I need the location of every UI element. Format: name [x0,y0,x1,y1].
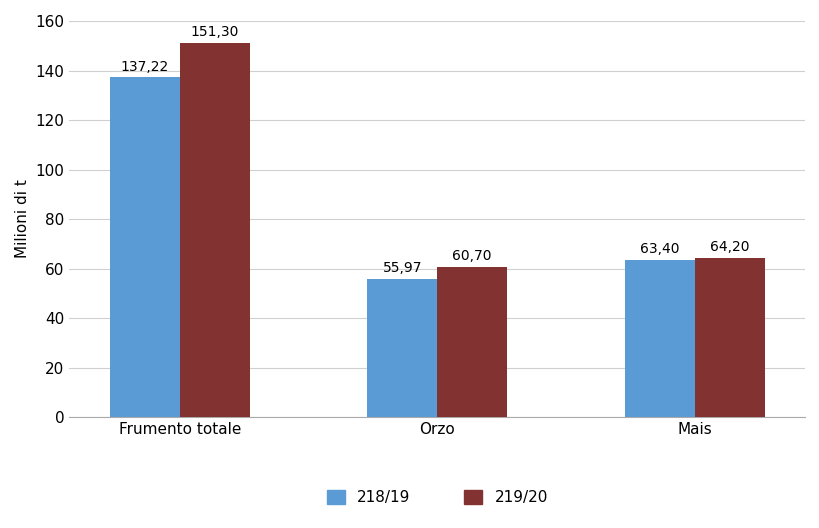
Text: 55,97: 55,97 [382,261,422,275]
Bar [437,267,506,417]
Bar [694,258,763,417]
Bar [110,78,179,417]
Text: 64,20: 64,20 [709,240,749,254]
Bar [179,43,249,417]
Text: 63,40: 63,40 [639,242,679,257]
Legend: 218/19, 219/20: 218/19, 219/20 [320,484,554,512]
Bar [367,279,437,417]
Text: 137,22: 137,22 [120,60,169,74]
Y-axis label: Milioni di t: Milioni di t [15,180,30,259]
Text: 151,30: 151,30 [190,25,238,39]
Bar [624,260,694,417]
Text: 60,70: 60,70 [452,249,491,263]
